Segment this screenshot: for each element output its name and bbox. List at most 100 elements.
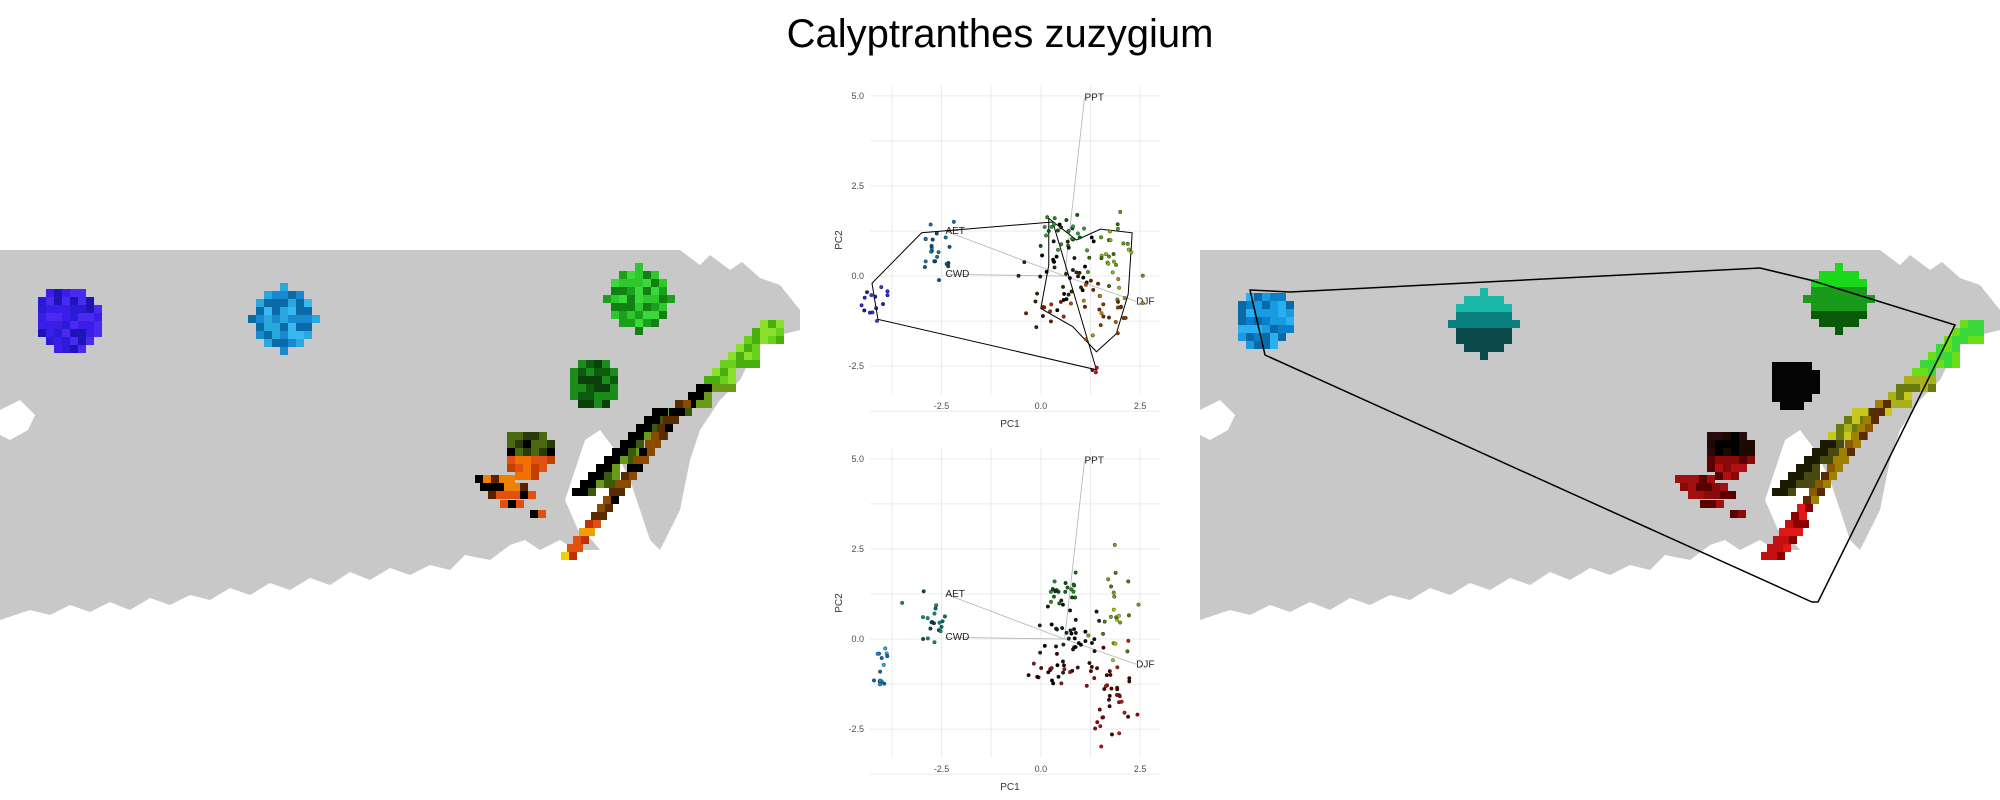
raster-cell (1504, 336, 1512, 344)
raster-cell (1278, 333, 1286, 341)
raster-cell (588, 480, 596, 488)
raster-cell (1747, 440, 1755, 448)
data-point (1107, 315, 1111, 320)
raster-cell (1464, 312, 1472, 320)
raster-cell (621, 472, 629, 480)
raster-cell (264, 331, 272, 339)
raster-cell (1976, 320, 1984, 328)
raster-cell (507, 432, 515, 440)
raster-cell (599, 512, 607, 520)
raster-cell (1875, 400, 1883, 408)
raster-cell (288, 307, 296, 315)
raster-cell (515, 472, 523, 480)
raster-cell (54, 297, 62, 305)
data-point (1048, 319, 1053, 324)
raster-cell (523, 456, 531, 464)
data-point (1039, 666, 1044, 670)
raster-cell (1796, 378, 1804, 386)
data-point (1102, 619, 1107, 624)
raster-cell (1738, 510, 1746, 518)
raster-cell (256, 299, 264, 307)
raster-cell (1456, 320, 1464, 328)
data-point (1060, 602, 1065, 607)
raster-cell (1812, 472, 1820, 480)
raster-cell (1780, 480, 1788, 488)
data-point (1140, 273, 1145, 278)
pca-bottom-chart: -2.5 0.0 2.5 5.0 2.5 0.0 -2.5 PC1 PC2 PPT AET CW… (834, 448, 1160, 793)
data-point (951, 219, 956, 224)
data-point (1063, 581, 1068, 585)
raster-cell (54, 289, 62, 297)
data-point (1054, 254, 1059, 259)
raster-cell (46, 289, 54, 297)
data-point (1078, 642, 1083, 647)
data-point (925, 616, 930, 621)
raster-cell (280, 339, 288, 347)
raster-cell (272, 331, 280, 339)
loading-arrow (1064, 638, 1137, 665)
data-point (1051, 257, 1056, 262)
raster-cell (1480, 296, 1488, 304)
raster-cell (1464, 296, 1472, 304)
raster-cell (296, 299, 304, 307)
raster-cell (1835, 263, 1843, 271)
raster-cell (1780, 402, 1788, 410)
raster-cell (1278, 317, 1286, 325)
data-point (1065, 239, 1070, 244)
data-point (1123, 315, 1128, 320)
raster-cell (1723, 432, 1731, 440)
raster-cell (604, 472, 612, 480)
raster-cell (651, 303, 659, 311)
raster-cell (256, 331, 264, 339)
raster-cell (1952, 352, 1960, 360)
loading-label: AET (945, 589, 964, 600)
data-point (932, 640, 937, 645)
raster-cell (539, 464, 547, 472)
raster-cell (1843, 311, 1851, 319)
data-point (1059, 225, 1064, 230)
raster-cell (1270, 309, 1278, 317)
data-point (1044, 233, 1049, 238)
raster-cell (1828, 440, 1836, 448)
raster-cell (280, 307, 288, 315)
data-point (1126, 638, 1131, 643)
raster-cell (1888, 392, 1896, 400)
raster-cell (1696, 491, 1704, 499)
data-point (1055, 663, 1060, 668)
data-point (879, 285, 884, 290)
raster-cell (594, 376, 602, 384)
data-point (1087, 255, 1092, 260)
raster-cell (507, 456, 515, 464)
raster-cell (70, 313, 78, 321)
raster-cell (531, 472, 539, 480)
data-point (1086, 633, 1091, 638)
raster-cell (483, 475, 491, 483)
raster-cell (752, 352, 760, 360)
raster-cell (1828, 456, 1836, 464)
data-point (1069, 631, 1074, 636)
raster-cell (512, 483, 520, 491)
raster-cell (531, 464, 539, 472)
raster-cell (1707, 475, 1715, 483)
raster-cell (659, 279, 667, 287)
raster-cell (627, 319, 635, 327)
raster-cell (573, 536, 581, 544)
data-point (1077, 235, 1082, 240)
raster-cell (1863, 416, 1871, 424)
data-point (1061, 314, 1066, 319)
raster-cell (1723, 448, 1731, 456)
pca-top-loadings: PPT AET CWD DJF (945, 93, 1155, 307)
raster-cell (602, 376, 610, 384)
raster-cell (643, 295, 651, 303)
raster-cell (610, 384, 618, 392)
raster-cell (1796, 370, 1804, 378)
raster-cell (1286, 309, 1294, 317)
raster-cell (1480, 336, 1488, 344)
data-point (1115, 693, 1119, 697)
raster-cell (588, 488, 596, 496)
raster-cell (62, 297, 70, 305)
map-right (1200, 250, 2000, 620)
data-point (933, 606, 938, 611)
raster-cell (1246, 317, 1254, 325)
raster-cell (54, 305, 62, 313)
